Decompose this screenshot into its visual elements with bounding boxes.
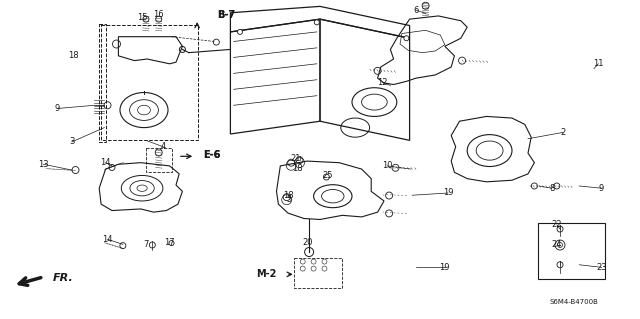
Text: 18: 18 [283, 191, 293, 200]
Text: B-7: B-7 [218, 10, 236, 20]
Text: 14: 14 [102, 235, 113, 244]
Text: 24: 24 [552, 241, 562, 249]
Text: 10: 10 [382, 161, 392, 170]
Text: 13: 13 [38, 160, 49, 169]
Text: 23: 23 [596, 263, 607, 272]
Text: 19: 19 [440, 263, 450, 272]
Text: 20: 20 [302, 238, 312, 247]
Text: E-6: E-6 [204, 150, 221, 160]
Circle shape [404, 36, 409, 41]
Text: FR.: FR. [52, 272, 73, 283]
Text: 17: 17 [164, 238, 175, 247]
Bar [538, 223, 605, 279]
Text: 22: 22 [552, 220, 562, 229]
Text: 9: 9 [599, 184, 604, 193]
Text: M-2: M-2 [256, 269, 276, 279]
Text: 9: 9 [55, 104, 60, 113]
Text: E-6: E-6 [204, 150, 221, 160]
Text: 8: 8 [549, 184, 554, 193]
Text: 19: 19 [443, 189, 453, 197]
Bar [146, 148, 172, 172]
Bar [294, 258, 342, 288]
Circle shape [237, 29, 243, 34]
Bar [101, 25, 198, 140]
Text: 4: 4 [161, 142, 166, 151]
Text: S6M4-B4700B: S6M4-B4700B [550, 300, 598, 305]
Text: 16: 16 [154, 10, 164, 19]
Text: 21: 21 [291, 154, 301, 163]
Text: 5: 5 [287, 195, 292, 204]
Text: 18: 18 [292, 164, 303, 173]
Text: 6: 6 [413, 6, 419, 15]
Text: 11: 11 [593, 59, 604, 68]
Text: 15: 15 [137, 13, 147, 22]
Text: 7: 7 [143, 241, 148, 249]
Text: B-7: B-7 [218, 10, 236, 20]
Text: 2: 2 [561, 128, 566, 137]
Bar [99, 24, 106, 142]
Text: 25: 25 [323, 171, 333, 180]
Text: 12: 12 [378, 78, 388, 87]
Text: 3: 3 [69, 137, 74, 146]
Circle shape [314, 20, 319, 25]
Text: 14: 14 [100, 158, 111, 167]
Text: 18: 18 [68, 51, 79, 60]
